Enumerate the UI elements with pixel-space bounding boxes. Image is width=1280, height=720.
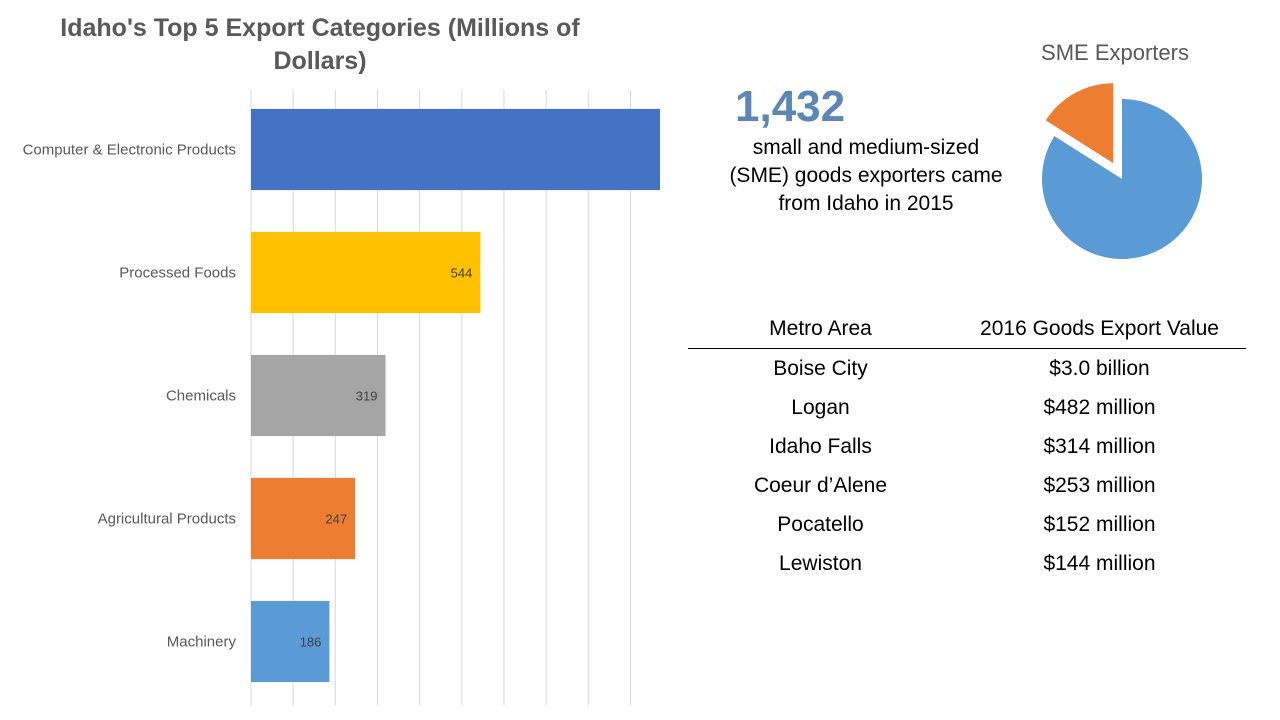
metro-area-cell: Idaho Falls [769,434,872,458]
category-label: Machinery [167,634,237,651]
pie-chart [1042,83,1202,259]
category-label: Chemicals [166,388,236,405]
export-value-cell: $3.0 billion [1049,356,1150,380]
bar [251,600,330,683]
metro-table: Metro Area 2016 Goods Export Value Boise… [688,310,1246,583]
metro-table-header-row: Metro Area 2016 Goods Export Value [688,310,1246,349]
pie-slice [1042,99,1202,259]
category-label: Computer & Electronic Products [23,142,236,159]
metro-area-cell: Boise City [773,356,868,380]
metro-area-cell: Lewiston [779,551,862,575]
table-row: Boise City $3.0 billion [688,349,1246,389]
export-value-cell: $152 million [1043,512,1156,536]
export-value-cell: $482 million [1043,395,1156,419]
sme-count: 1,432 [735,82,846,131]
bar [251,231,481,314]
bar [251,354,386,437]
bar [251,477,356,560]
metro-header-value: 2016 Goods Export Value [953,310,1246,349]
data-label: 544 [451,266,473,281]
category-label: Processed Foods [119,265,236,282]
table-row: Idaho Falls $314 million [688,427,1246,466]
category-label: Agricultural Products [98,511,236,528]
export-value-cell: $144 million [1043,551,1156,575]
export-value-cell: $253 million [1043,473,1156,497]
sme-description: small and medium-sized (SME) goods expor… [729,136,1003,215]
bar-chart-title: Idaho's Top 5 Export Categories (Million… [60,14,580,75]
table-row: Logan $482 million [688,388,1246,427]
pie-slice [1045,83,1114,164]
bar [251,108,660,191]
data-label: 186 [300,635,322,650]
metro-area-cell: Coeur d’Alene [753,473,888,497]
bar-chart: Computer & Electronic Products1,653Proce… [23,90,660,705]
table-row: Lewiston $144 million [688,544,1246,583]
metro-area-cell: Pocatello [777,512,864,536]
metro-header-area: Metro Area [688,310,953,349]
table-row: Coeur d’Alene $253 million [688,466,1246,505]
export-value-cell: $314 million [1043,434,1156,458]
table-row: Pocatello $152 million [688,505,1246,544]
metro-area-cell: Logan [791,395,850,419]
data-label: 247 [325,512,347,527]
pie-chart-title: SME Exporters [1041,40,1189,65]
data-label: 319 [356,389,378,404]
